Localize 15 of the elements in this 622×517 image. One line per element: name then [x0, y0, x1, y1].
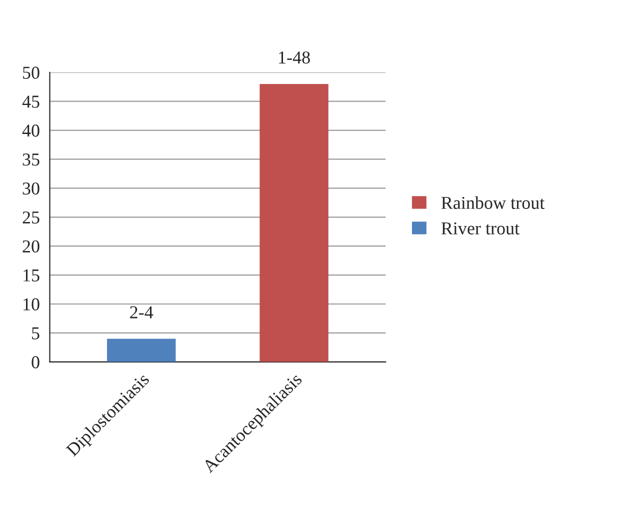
y-tick-label: 50 — [23, 66, 40, 79]
legend-label: Rainbow trout — [441, 196, 545, 209]
annotation: 1-48 — [279, 51, 310, 64]
y-tick-label: 5 — [32, 327, 40, 340]
y-tick-label: 25 — [22, 211, 40, 224]
y-tick-label: 20 — [22, 240, 40, 253]
y-tick-label: 30 — [22, 182, 40, 195]
y-tick-label: 15 — [24, 269, 40, 282]
y-tick-label: 40 — [22, 124, 40, 137]
y-tick-label: 45 — [22, 96, 40, 108]
y-tick-label: 10 — [24, 298, 40, 310]
legend-label: River trout — [441, 222, 520, 234]
y-tick-label: 0 — [32, 356, 40, 368]
annotation: 2-4 — [130, 306, 154, 318]
y-tick-label: 35 — [22, 154, 40, 166]
